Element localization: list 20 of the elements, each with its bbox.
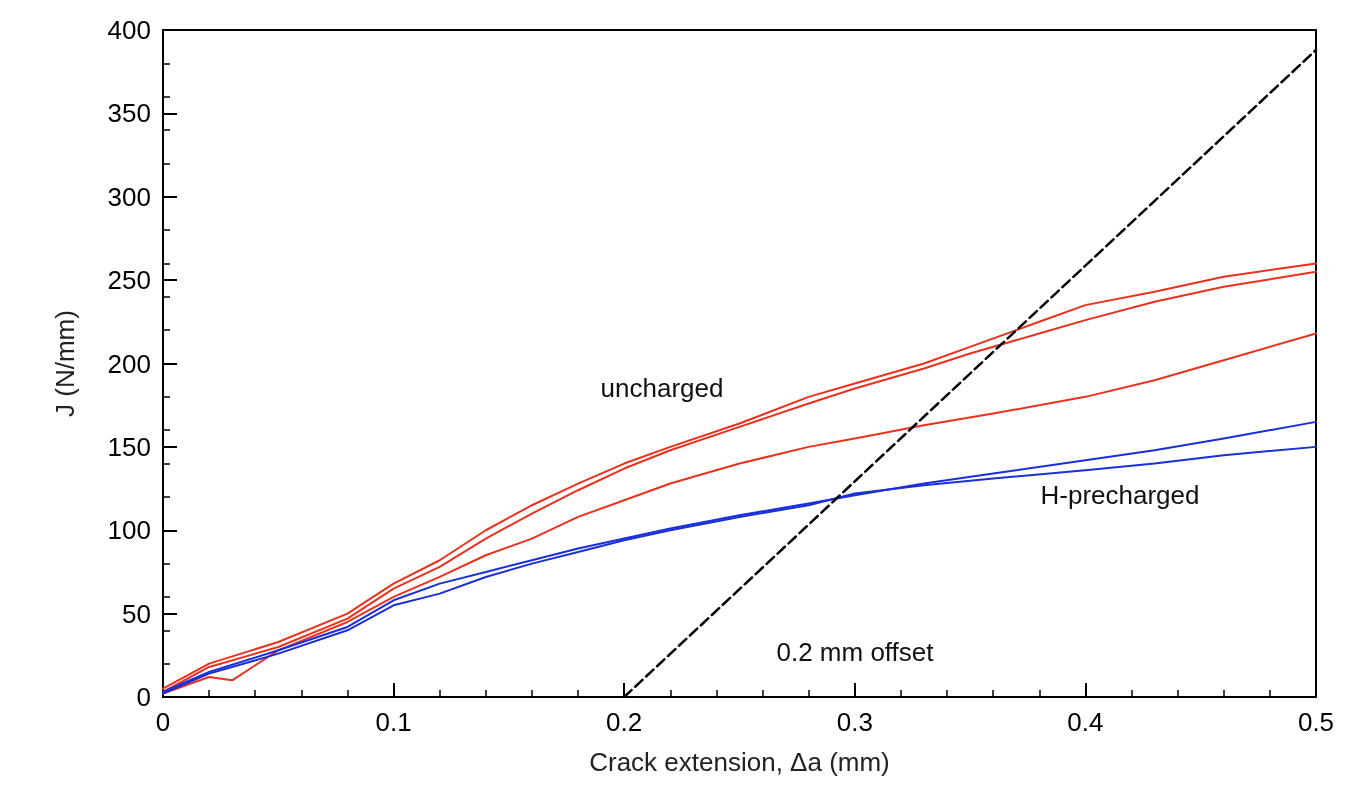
y-tick-label: 400 [107, 15, 151, 45]
y-tick-label: 150 [107, 431, 151, 462]
y-tick-label: 100 [107, 515, 151, 546]
annotation: H-precharged [1040, 480, 1200, 510]
x-tick-label: 0 [155, 707, 171, 737]
annotation: uncharged [600, 373, 724, 403]
y-tick-label: 50 [122, 598, 151, 629]
x-tick-label: 0.1 [375, 707, 412, 737]
y-tick-label: 250 [107, 265, 151, 296]
x-tick-label: 0.5 [1297, 707, 1335, 737]
y-tick-label: 350 [107, 98, 151, 129]
y-tick-label: 0 [136, 682, 151, 712]
x-tick-label: 0.4 [1067, 707, 1104, 737]
annotation: 0.2 mm offset [776, 637, 935, 667]
y-tick-label: 300 [107, 181, 151, 212]
y-axis-title: J (N/mm) [50, 310, 80, 417]
x-tick-label: 0.2 [606, 707, 643, 737]
x-tick-label: 0.3 [836, 707, 873, 737]
y-tick-label: 200 [107, 348, 151, 379]
x-axis-title: Crack extension, Δa (mm) [589, 747, 890, 777]
